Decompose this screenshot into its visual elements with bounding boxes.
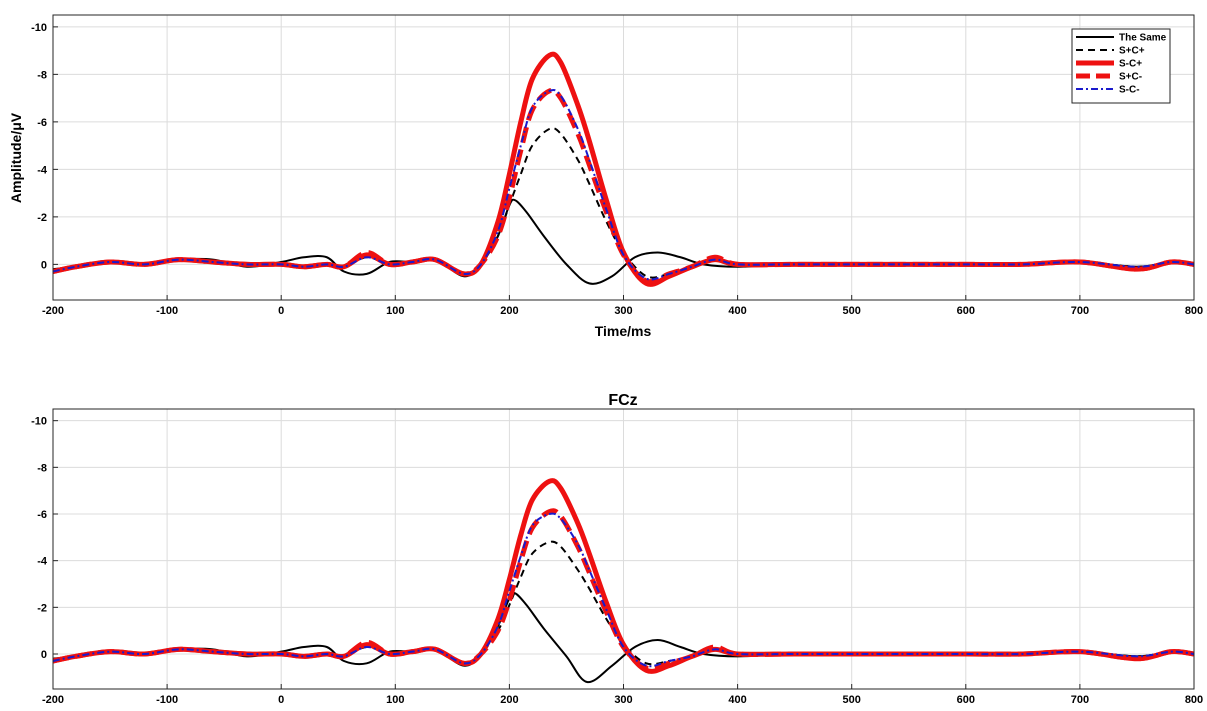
legend: The Same S+C+ S-C+ S+C- S-C- [1071, 28, 1171, 104]
y-tick-label: -6 [37, 509, 47, 521]
y-tick-label: -8 [37, 462, 47, 474]
grid [52, 409, 1195, 689]
x-tick-label: 300 [614, 305, 632, 317]
y-tick-label: -2 [37, 212, 47, 224]
x-tick-labels: -200 -100 0 100 200 300 400 500 600 700 800 [42, 305, 1203, 317]
x-tick-label: 0 [278, 305, 284, 317]
y-tick-labels: -10 -8 -6 -4 -2 0 [31, 22, 48, 272]
y-tick-label: -6 [37, 117, 47, 129]
x-tick-label: 500 [843, 694, 861, 706]
series-group [52, 51, 1195, 287]
x-tick-label: 600 [957, 305, 975, 317]
x-tick-label: -200 [42, 694, 64, 706]
x-tick-label: 600 [957, 694, 975, 706]
x-tick-label: 400 [728, 694, 746, 706]
axes-box [52, 408, 1195, 690]
series-group [52, 478, 1195, 684]
x-tick-label: 700 [1071, 305, 1089, 317]
x-tick-label: 300 [614, 694, 632, 706]
legend-label-s-plus-c-minus: S+C- [1119, 72, 1142, 83]
y-tick-label: 0 [41, 649, 47, 661]
y-axis-label: Amplitude/μV [8, 112, 24, 203]
legend-box [1071, 28, 1171, 104]
series-line-4 [52, 88, 1195, 281]
x-tick-labels: -200 -100 0 100 200 300 400 500 600 700 800 [42, 694, 1203, 706]
x-tick-label: 700 [1071, 694, 1089, 706]
bottom-panel: FCz -200 -100 0 100 200 300 400 500 600 700 800 -1… [31, 392, 1203, 706]
x-tick-label: 500 [843, 305, 861, 317]
x-tick-label: 100 [386, 694, 404, 706]
axes-box [52, 14, 1195, 301]
legend-label-s-minus-c-minus: S-C- [1119, 85, 1140, 96]
y-tick-label: 0 [41, 259, 47, 271]
top-panel: -200 -100 0 100 200 300 400 500 600 700 800 -10-8-… [8, 14, 1203, 339]
y-tick-label: -4 [37, 164, 48, 176]
y-tick-labels: -10 -8 -6 -4 -2 0 [31, 416, 48, 661]
x-axis-label: Time/ms [595, 323, 652, 339]
x-tick-label: 200 [500, 694, 518, 706]
y-tick-label: -10 [31, 22, 47, 34]
x-tick-label: 200 [500, 305, 518, 317]
y-tick-label: -10 [31, 416, 47, 428]
legend-label-s-plus-c-plus: S+C+ [1119, 46, 1145, 57]
x-tick-label: -200 [42, 305, 64, 317]
y-tick-label: -4 [37, 556, 48, 568]
legend-label-s-minus-c-plus: S-C+ [1119, 59, 1142, 70]
legend-label-the-same: The Same [1119, 33, 1167, 44]
x-tick-label: 800 [1185, 694, 1203, 706]
x-tick-label: -100 [156, 305, 178, 317]
x-tick-label: 100 [386, 305, 404, 317]
x-tick-label: 800 [1185, 305, 1203, 317]
x-tick-label: 0 [278, 694, 284, 706]
x-tick-label: -100 [156, 694, 178, 706]
series-line-4 [52, 512, 1195, 668]
y-tick-label: -8 [37, 69, 47, 81]
x-tick-label: 400 [728, 305, 746, 317]
y-tick-label: -2 [37, 602, 47, 614]
panel-title-fcz: FCz [608, 392, 637, 409]
